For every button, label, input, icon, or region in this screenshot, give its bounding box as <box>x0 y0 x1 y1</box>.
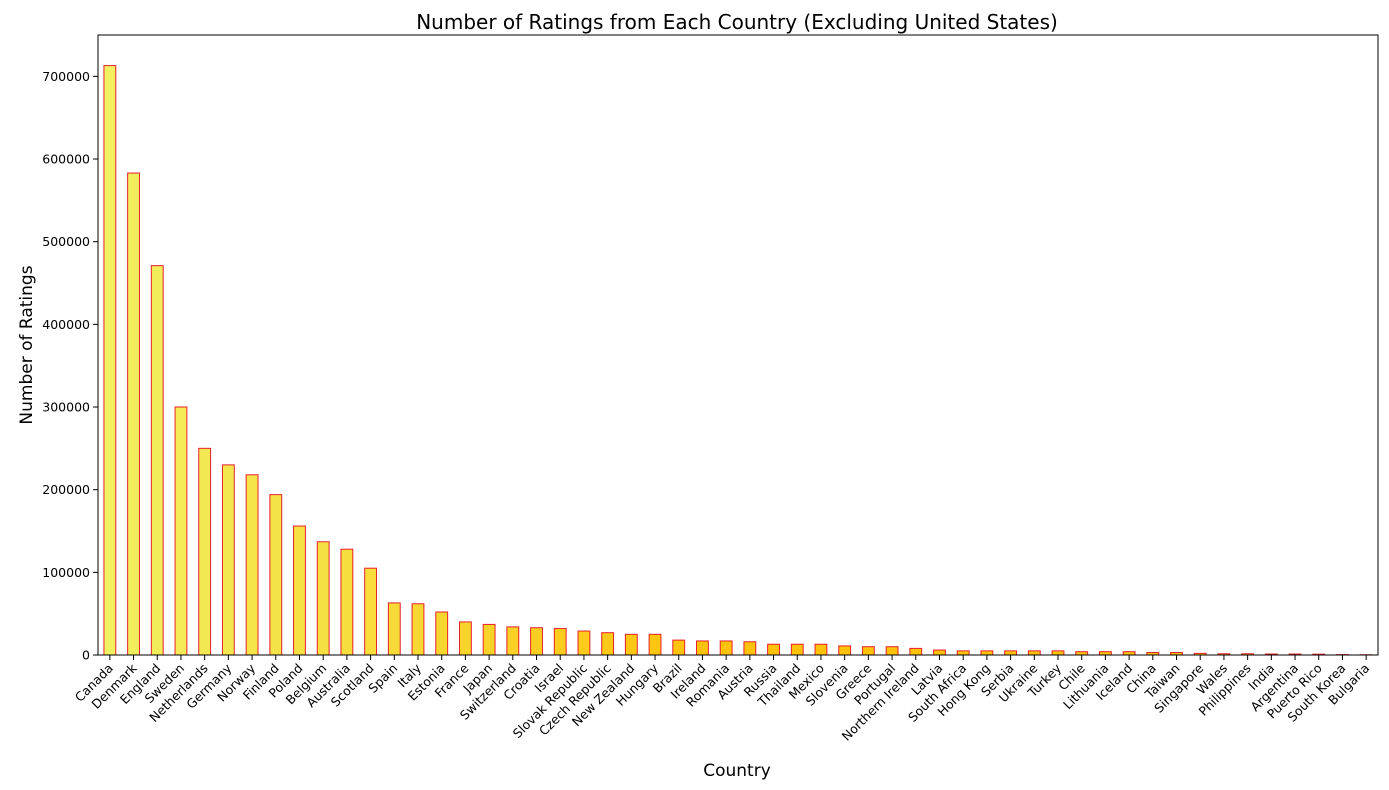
chart-title: Number of Ratings from Each Country (Exc… <box>416 10 1058 34</box>
bar-thailand <box>790 643 804 656</box>
bar-hungary <box>648 633 662 656</box>
bar-australia <box>340 548 354 656</box>
bar-greece <box>861 646 875 656</box>
y-tick-label: 300000 <box>42 400 90 415</box>
bar-germany <box>221 464 235 656</box>
bar-switzerland <box>506 626 520 656</box>
y-tick-label: 500000 <box>42 234 90 249</box>
bar-brazil <box>672 639 686 656</box>
y-tick-label: 700000 <box>42 69 90 84</box>
bar-portugal <box>885 646 899 656</box>
x-axis-label: Country <box>703 761 771 781</box>
bar-scotland <box>364 567 378 656</box>
y-tick-label: 100000 <box>42 565 90 580</box>
x-axis: CanadaDenmarkEnglandSwedenNetherlandsGer… <box>72 655 1372 744</box>
bar-spain <box>387 602 401 656</box>
bar-south-africa <box>956 650 970 656</box>
bar-serbia <box>1004 650 1018 656</box>
bar-netherlands <box>198 447 212 656</box>
bar-ukraine <box>1027 650 1041 656</box>
bar-japan <box>482 623 496 656</box>
y-tick-label: 600000 <box>42 152 90 167</box>
bars-group <box>103 65 1373 656</box>
bar-turkey <box>1051 650 1065 656</box>
bar-mexico <box>814 643 828 656</box>
bar-canada <box>103 65 117 656</box>
bar-poland <box>293 525 306 656</box>
bar-latvia <box>933 649 946 656</box>
bar-northern-ireland <box>909 647 923 656</box>
plot-frame <box>97 34 1379 656</box>
bar-england <box>150 265 164 656</box>
bar-austria <box>743 641 757 656</box>
bar-hong-kong <box>980 650 994 656</box>
bar-estonia <box>435 611 449 656</box>
bar-denmark <box>127 172 140 656</box>
bar-czech-republic <box>601 632 615 656</box>
y-axis: 0 100000 200000 300000 400000 500000 600000 700… <box>42 69 98 663</box>
y-tick-label: 200000 <box>42 482 90 497</box>
bar-norway <box>245 474 259 656</box>
bar-sweden <box>174 406 188 656</box>
bar-finland <box>269 494 283 656</box>
bar-israel <box>553 628 567 656</box>
y-tick-label: 0 <box>82 648 90 663</box>
bar-belgium <box>316 541 330 656</box>
bar-romania <box>719 640 733 656</box>
bar-ireland <box>696 640 709 656</box>
bar-france <box>458 621 472 656</box>
bar-italy <box>411 603 425 656</box>
y-axis-label: Number of Ratings <box>17 265 37 424</box>
bar-croatia <box>530 627 543 656</box>
y-tick-label: 400000 <box>42 317 90 332</box>
bar-slovak-republic <box>577 630 591 656</box>
bar-russia <box>767 643 780 656</box>
bar-slovenia <box>838 645 852 656</box>
bar-new-zealand <box>624 633 638 656</box>
